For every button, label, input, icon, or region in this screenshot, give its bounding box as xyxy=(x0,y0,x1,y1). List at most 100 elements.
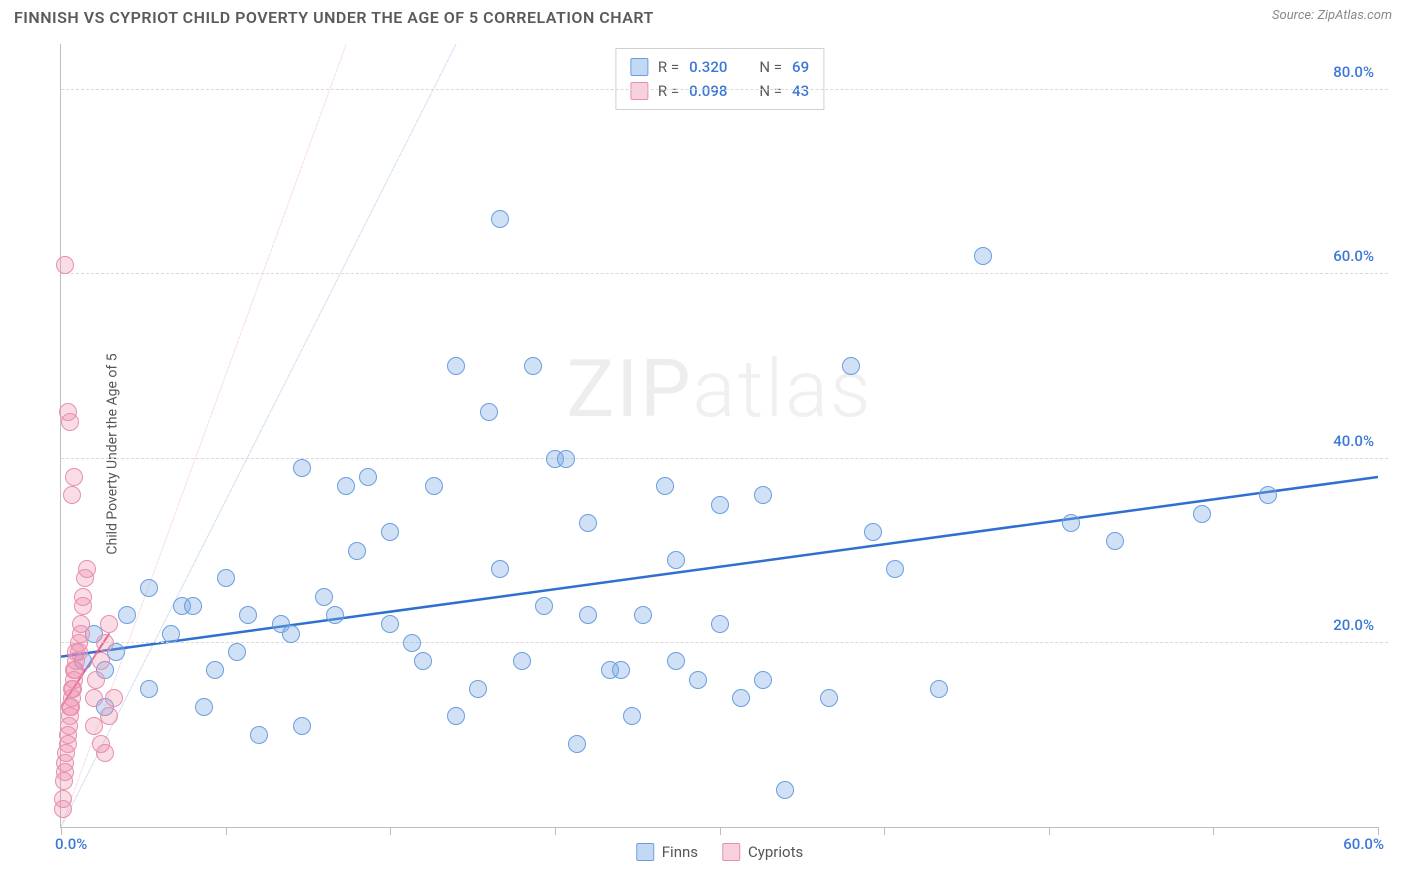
scatter-point xyxy=(315,588,333,606)
scatter-point xyxy=(140,680,158,698)
x-tick xyxy=(720,827,721,835)
scatter-point xyxy=(381,615,399,633)
scatter-point xyxy=(359,468,377,486)
x-tick xyxy=(1213,827,1214,835)
y-axis-tick-label: 80.0% xyxy=(1333,63,1374,81)
scatter-point xyxy=(425,477,443,495)
scatter-point xyxy=(92,652,110,670)
y-axis-tick-label: 40.0% xyxy=(1333,432,1374,450)
scatter-point xyxy=(513,652,531,670)
scatter-point xyxy=(491,560,509,578)
scatter-point xyxy=(65,468,83,486)
scatter-point xyxy=(579,606,597,624)
scatter-point xyxy=(776,781,794,799)
scatter-point xyxy=(480,403,498,421)
scatter-point xyxy=(820,689,838,707)
scatter-point xyxy=(886,560,904,578)
scatter-point xyxy=(447,357,465,375)
stat-r-label: R = xyxy=(658,79,679,103)
legend-series: Finns Cypriots xyxy=(636,843,803,861)
stat-n-value: 43 xyxy=(792,79,809,103)
scatter-point xyxy=(974,247,992,265)
watermark-thin: atlas xyxy=(693,342,873,436)
trend-lines-svg xyxy=(61,44,1378,827)
scatter-point xyxy=(63,486,81,504)
source-attribution: Source: ZipAtlas.com xyxy=(1272,8,1392,23)
stat-n-label: N = xyxy=(759,55,782,79)
scatter-point xyxy=(293,459,311,477)
x-tick xyxy=(884,827,885,835)
scatter-point xyxy=(732,689,750,707)
scatter-point xyxy=(579,514,597,532)
scatter-point xyxy=(568,735,586,753)
source-label: Source: xyxy=(1272,8,1317,23)
scatter-point xyxy=(100,707,118,725)
x-tick xyxy=(1049,827,1050,835)
legend-stats: R = 0.320 N = 69 R = 0.098 N = 43 xyxy=(615,48,824,110)
scatter-point xyxy=(469,680,487,698)
scatter-point xyxy=(348,542,366,560)
scatter-point xyxy=(864,523,882,541)
scatter-point xyxy=(667,652,685,670)
scatter-point xyxy=(228,643,246,661)
x-tick xyxy=(390,827,391,835)
scatter-point xyxy=(59,403,77,421)
scatter-point xyxy=(96,634,114,652)
stat-r-label: R = xyxy=(658,55,679,79)
legend-item: Finns xyxy=(636,843,698,861)
scatter-point xyxy=(54,790,72,808)
scatter-point xyxy=(293,717,311,735)
scatter-point xyxy=(414,652,432,670)
scatter-point xyxy=(184,597,202,615)
scatter-point xyxy=(1062,514,1080,532)
swatch-icon xyxy=(722,843,740,861)
legend-item: Cypriots xyxy=(722,843,803,861)
scatter-point xyxy=(87,671,105,689)
scatter-point xyxy=(56,256,74,274)
scatter-point xyxy=(85,689,103,707)
swatch-icon xyxy=(630,58,648,76)
scatter-point xyxy=(206,661,224,679)
x-tick xyxy=(555,827,556,835)
y-axis-tick-label: 20.0% xyxy=(1333,616,1374,634)
scatter-point xyxy=(403,634,421,652)
scatter-point xyxy=(105,689,123,707)
x-tick xyxy=(1378,827,1379,835)
legend-item-label: Finns xyxy=(662,843,698,861)
x-tick xyxy=(61,827,62,835)
scatter-point xyxy=(754,671,772,689)
scatter-point xyxy=(282,625,300,643)
scatter-point xyxy=(689,671,707,689)
scatter-point xyxy=(524,357,542,375)
scatter-point xyxy=(217,569,235,587)
scatter-point xyxy=(162,625,180,643)
scatter-point xyxy=(96,744,114,762)
stat-r-value: 0.098 xyxy=(689,79,727,103)
scatter-point xyxy=(623,707,641,725)
scatter-point xyxy=(535,597,553,615)
scatter-point xyxy=(381,523,399,541)
scatter-point xyxy=(118,606,136,624)
stat-n-value: 69 xyxy=(792,55,809,79)
scatter-point xyxy=(78,560,96,578)
source-name: ZipAtlas.com xyxy=(1317,8,1392,23)
legend-item-label: Cypriots xyxy=(748,843,803,861)
scatter-point xyxy=(140,579,158,597)
y-axis-tick-label: 60.0% xyxy=(1333,247,1374,265)
scatter-point xyxy=(100,615,118,633)
x-axis-min-label: 0.0% xyxy=(55,835,87,853)
scatter-point xyxy=(634,606,652,624)
scatter-point xyxy=(612,661,630,679)
stat-n-label: N = xyxy=(759,79,782,103)
gridline xyxy=(61,89,1388,90)
legend-row: R = 0.320 N = 69 xyxy=(630,55,809,79)
scatter-point xyxy=(326,606,344,624)
scatter-point xyxy=(1259,486,1277,504)
scatter-point xyxy=(557,450,575,468)
stat-r-value: 0.320 xyxy=(689,55,727,79)
scatter-point xyxy=(930,680,948,698)
swatch-icon xyxy=(630,82,648,100)
plot-area: ZIPatlas R = 0.320 N = 69 R = 0.098 N = … xyxy=(60,44,1378,828)
scatter-point xyxy=(711,496,729,514)
x-axis-max-label: 60.0% xyxy=(1343,835,1384,853)
